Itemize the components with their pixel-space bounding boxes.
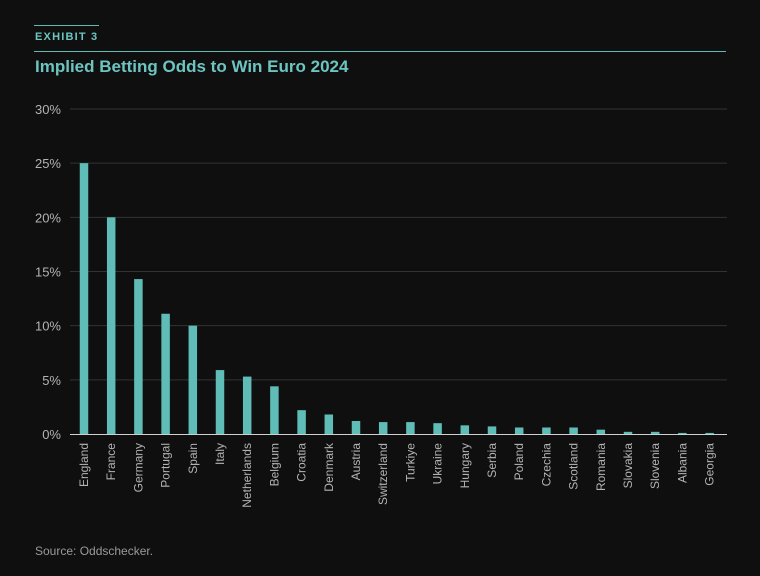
bar-ukraine: [433, 423, 442, 434]
x-tick-label: Portugal: [159, 443, 173, 488]
bar-netherlands: [242, 376, 252, 434]
x-tick-label: England: [77, 443, 91, 487]
bar-spain: [188, 325, 198, 434]
x-tick-label: Germany: [131, 443, 145, 492]
y-tick-label: 15%: [35, 265, 61, 280]
x-tick-label: Slovenia: [648, 443, 662, 489]
x-tick-label: Turkiye: [403, 443, 417, 482]
bar-switzerland: [378, 422, 388, 434]
bar-poland: [514, 427, 524, 434]
bar-slovenia: [650, 431, 660, 434]
x-tick-label: Switzerland: [376, 443, 390, 505]
bar-denmark: [324, 414, 334, 434]
y-tick-label: 0%: [42, 427, 61, 442]
bar-albania: [678, 432, 687, 434]
source-note: Source: Oddschecker.: [35, 544, 154, 558]
x-tick-label: Belgium: [267, 443, 281, 486]
title-rule: [34, 51, 726, 52]
bar-hungary: [460, 425, 470, 434]
bar-georgia: [705, 432, 714, 434]
x-tick-label: Italy: [213, 443, 227, 465]
bar-france: [106, 217, 116, 434]
x-tick-label: Albania: [675, 443, 689, 483]
bar-croatia: [297, 410, 306, 434]
y-tick-label: 20%: [35, 210, 61, 225]
x-tick-label: Netherlands: [240, 443, 254, 508]
bar-serbia: [487, 426, 497, 434]
bar-germany: [134, 279, 143, 434]
x-tick-label: Czechia: [539, 443, 553, 487]
x-tick-label: Poland: [512, 443, 526, 480]
x-tick-label: Serbia: [485, 443, 499, 478]
y-tick-label: 30%: [35, 102, 61, 117]
bar-romania: [596, 429, 606, 434]
bar-turkiye: [406, 422, 415, 434]
x-tick-label: Hungary: [458, 443, 472, 488]
x-tick-label: Ukraine: [431, 443, 445, 485]
chart-title: Implied Betting Odds to Win Euro 2024: [35, 57, 349, 76]
x-tick-label: Georgia: [703, 443, 717, 486]
bar-england: [79, 163, 89, 434]
x-tick-label: Croatia: [295, 443, 309, 482]
bar-slovakia: [623, 431, 633, 434]
x-tick-label: Slovakia: [621, 443, 635, 489]
exhibit-rule: [34, 25, 99, 26]
x-tick-label: France: [104, 443, 118, 481]
x-tick-label: Denmark: [322, 442, 336, 492]
x-tick-label: Scotland: [567, 443, 581, 490]
bar-portugal: [161, 313, 170, 434]
bar-czechia: [542, 427, 551, 434]
exhibit-label: EXHIBIT 3: [35, 31, 99, 43]
y-tick-label: 5%: [42, 373, 61, 388]
y-tick-label: 10%: [35, 319, 61, 334]
bar-belgium: [270, 386, 279, 434]
y-tick-label: 25%: [35, 156, 61, 171]
bar-scotland: [569, 427, 578, 434]
x-tick-label: Spain: [186, 443, 200, 474]
bar-italy: [215, 370, 225, 434]
bar-austria: [351, 421, 361, 434]
x-tick-label: Romania: [594, 443, 608, 491]
x-tick-label: Austria: [349, 443, 363, 481]
